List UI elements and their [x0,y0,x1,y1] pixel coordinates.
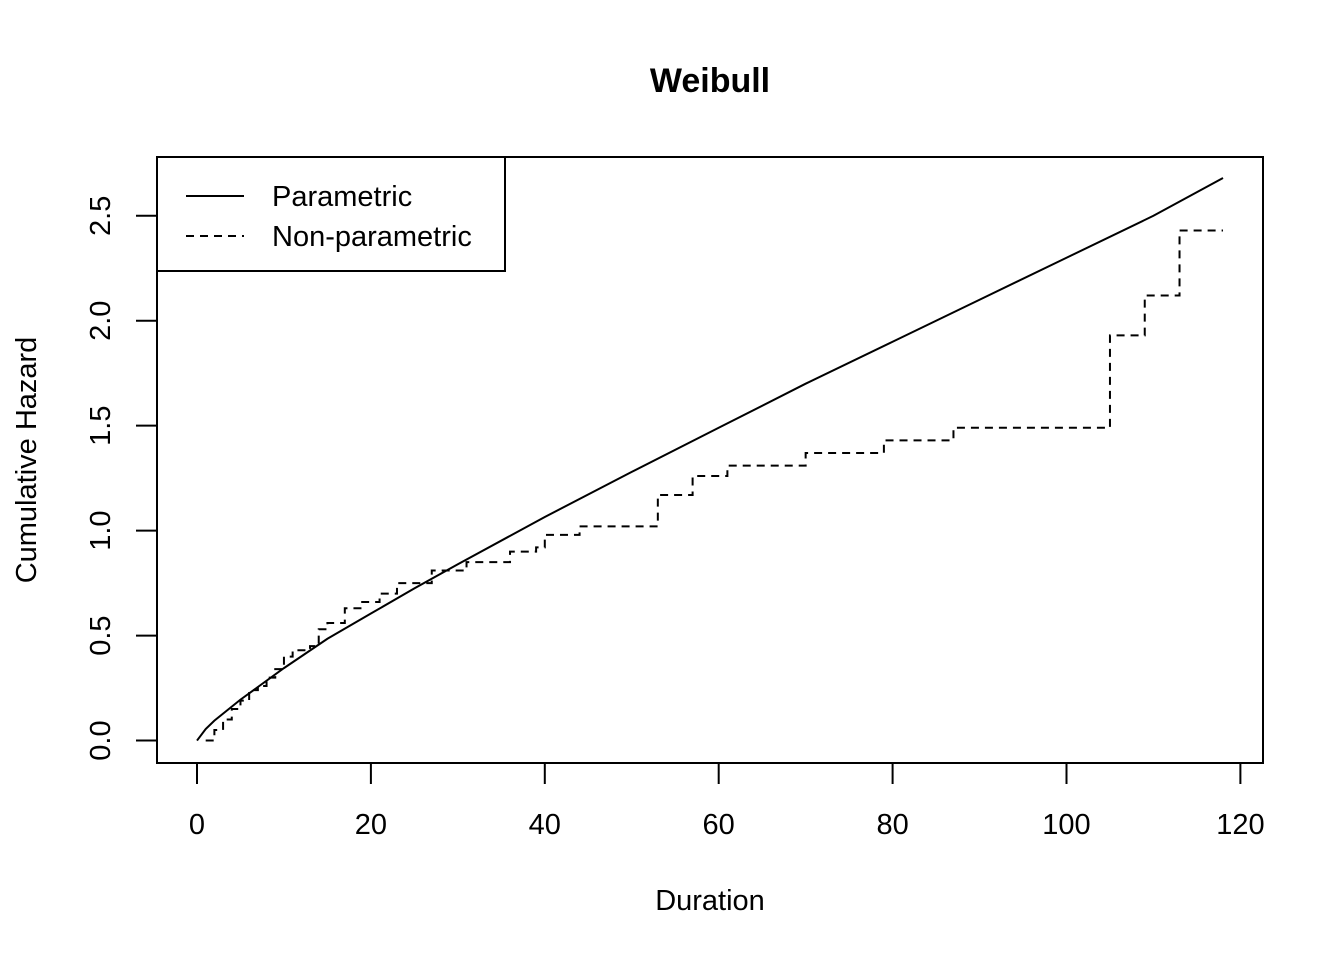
legend-parametric-label: Parametric [272,181,412,213]
x-tick-label: 100 [1042,809,1090,841]
series-layer [196,177,1224,742]
x-tick-label: 20 [355,809,387,841]
legend: Parametric Non-parametric [156,156,506,272]
x-tick-label: 40 [529,809,561,841]
y-tick-label: 2.5 [85,196,117,236]
legend-nonparametric-label: Non-parametric [272,221,472,253]
y-axis: 0.0 0.5 1.0 1.5 2.0 2.5 [85,196,158,761]
y-tick-label: 0.0 [85,720,117,760]
y-axis-label: Cumulative Hazard [11,337,43,584]
parametric-line [196,177,1224,742]
x-axis: 0 20 40 60 80 100 120 [189,762,1265,841]
nonparametric-step-line [205,229,1223,742]
y-tick-label: 0.5 [85,615,117,655]
legend-box [156,156,506,272]
x-tick-label: 80 [876,809,908,841]
chart-title: Weibull [650,62,770,100]
y-tick-label: 1.0 [85,510,117,550]
y-tick-label: 2.0 [85,301,117,341]
x-axis-label: Duration [655,885,765,917]
x-tick-label: 120 [1216,809,1264,841]
y-tick-label: 1.5 [85,406,117,446]
x-tick-label: 60 [703,809,735,841]
x-tick-label: 0 [189,809,205,841]
